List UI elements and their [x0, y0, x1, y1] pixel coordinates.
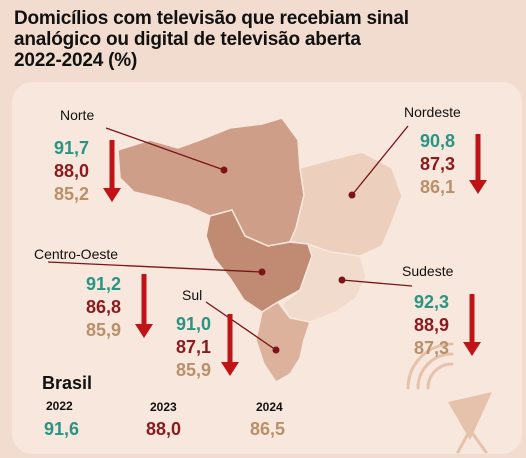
value-nordeste-2023: 87,3 — [420, 154, 455, 174]
map-region-northeast — [288, 151, 403, 257]
region-label-sul: Sul — [182, 287, 202, 303]
value-sudeste-2023: 88,9 — [414, 315, 449, 335]
national-year-2022: 2022 — [46, 399, 73, 413]
value-sul-2023: 87,1 — [176, 337, 211, 357]
leader-dot-sul — [272, 346, 280, 354]
national-year-2024: 2024 — [256, 400, 283, 414]
national-value-2024: 86,5 — [250, 419, 285, 439]
leader-dot-centro-oeste — [258, 268, 266, 276]
map-region-southeast — [281, 242, 367, 323]
leader-dot-norte — [220, 166, 228, 174]
value-nordeste-2022: 90,8 — [420, 131, 455, 151]
value-sudeste-2024: 87,3 — [414, 338, 449, 358]
value-norte-2024: 85,2 — [54, 184, 89, 204]
trend-arrow-norte — [103, 140, 121, 202]
region-label-sudeste: Sudeste — [402, 263, 454, 279]
leader-line-centro-oeste — [47, 261, 263, 273]
leader-line-sul — [205, 301, 277, 351]
region-nordeste: Nordeste 90,8 87,3 86,1 — [404, 104, 461, 197]
title-line-1: Domicílios com televisão que recebiam si… — [14, 8, 409, 29]
region-label-norte: Norte — [60, 107, 94, 123]
title-line-3: 2022-2024 (%) — [14, 50, 138, 71]
value-sul-2024: 85,9 — [176, 360, 211, 380]
leader-line-sudeste — [341, 279, 413, 287]
region-sudeste: Sudeste 92,3 88,9 87,3 — [402, 263, 454, 358]
value-sul-2022: 91,0 — [176, 314, 211, 334]
region-label-centro-oeste: Centro-Oeste — [34, 246, 118, 262]
title-line-2: analógico ou digital de televisão aberta — [14, 29, 361, 50]
national-value-2022: 91,6 — [44, 419, 79, 439]
value-centro-oeste-2022: 91,2 — [86, 274, 121, 294]
value-nordeste-2024: 86,1 — [420, 177, 455, 197]
leader-dot-nordeste — [348, 191, 356, 199]
chart-title: Domicílios com televisão que recebiam si… — [14, 8, 514, 71]
region-label-nordeste: Nordeste — [404, 104, 461, 120]
national-summary: Brasil 2022 2023 2024 91,6 88,0 86,5 — [42, 373, 285, 439]
trend-arrow-centro-oeste — [135, 274, 153, 338]
map-region-south — [255, 300, 311, 383]
value-centro-oeste-2023: 86,8 — [86, 297, 121, 317]
national-value-2023: 88,0 — [146, 419, 181, 439]
national-label: Brasil — [42, 373, 92, 393]
region-sul: Sul 91,0 87,1 85,9 — [176, 287, 211, 380]
value-sudeste-2022: 92,3 — [414, 292, 449, 312]
trend-arrow-sudeste — [463, 294, 481, 356]
leader-line-norte — [105, 127, 225, 171]
trend-arrow-sul — [221, 314, 239, 376]
region-centro-oeste: Centro-Oeste 91,2 86,8 85,9 — [34, 246, 121, 340]
trend-arrow-nordeste — [469, 134, 487, 194]
satellite-dish-icon — [406, 342, 492, 454]
value-centro-oeste-2024: 85,9 — [86, 320, 121, 340]
national-year-2023: 2023 — [150, 400, 177, 414]
leader-line-nordeste — [351, 125, 409, 196]
value-norte-2023: 88,0 — [54, 161, 89, 181]
region-norte: Norte 91,7 88,0 85,2 — [54, 107, 94, 204]
leader-dot-sudeste — [338, 276, 346, 284]
value-norte-2022: 91,7 — [54, 138, 89, 158]
